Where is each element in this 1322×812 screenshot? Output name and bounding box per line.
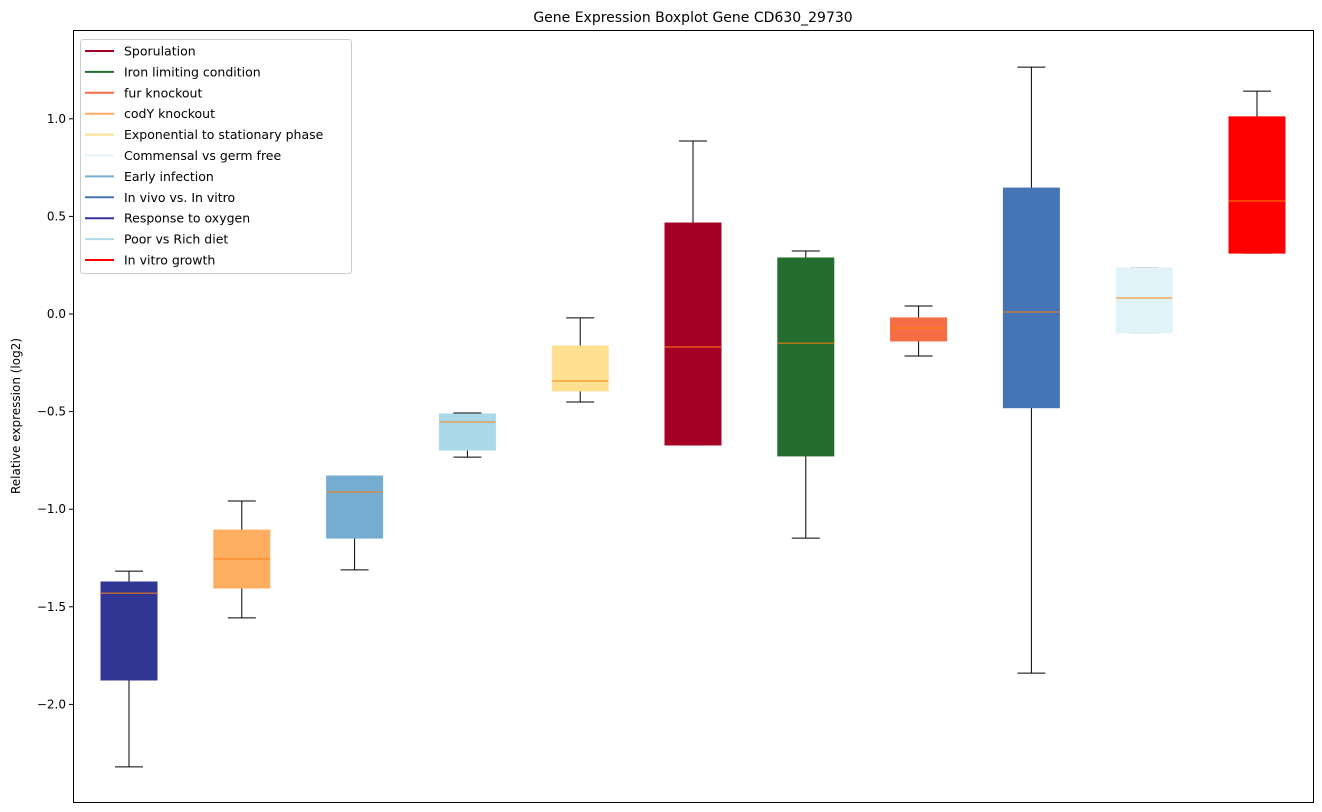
legend-item: codY knockout bbox=[85, 106, 215, 121]
legend-label: Early infection bbox=[124, 169, 214, 184]
y-tick-label: −2.0 bbox=[37, 697, 66, 711]
chart-title: Gene Expression Boxplot Gene CD630_29730 bbox=[533, 10, 852, 26]
legend-label: Poor vs Rich diet bbox=[124, 232, 228, 247]
legend-item: Poor vs Rich diet bbox=[85, 232, 228, 247]
boxes-layer bbox=[100, 66, 1286, 768]
box-body bbox=[664, 222, 722, 446]
box-body bbox=[438, 413, 496, 451]
legend-label: Commensal vs germ free bbox=[124, 148, 281, 163]
box-body bbox=[890, 317, 948, 342]
box-6 bbox=[664, 140, 722, 446]
y-axis-label: Relative expression (log2) bbox=[9, 338, 23, 494]
y-tick-label: −1.5 bbox=[37, 600, 66, 614]
legend-item: Early infection bbox=[85, 169, 214, 184]
legend-label: Sporulation bbox=[124, 44, 196, 59]
legend-item: Sporulation bbox=[85, 44, 196, 59]
box-5 bbox=[551, 317, 609, 403]
box-8 bbox=[890, 305, 948, 357]
y-tick-label: 0.5 bbox=[47, 209, 66, 223]
plot-frame bbox=[73, 30, 1314, 803]
box-9 bbox=[1002, 66, 1060, 674]
legend-item: Commensal vs germ free bbox=[85, 148, 281, 163]
y-tick-label: −0.5 bbox=[37, 405, 66, 419]
legend-frame bbox=[80, 39, 352, 274]
legend-item: Exponential to stationary phase bbox=[85, 127, 324, 142]
box-body bbox=[1115, 267, 1173, 334]
legend-label: In vitro growth bbox=[124, 253, 215, 268]
legend-item: Iron limiting condition bbox=[85, 64, 261, 79]
box-body bbox=[1228, 116, 1286, 254]
y-axis: 1.0 0.5 0.0 −0.5 −1.0 −1.5 −2.0 bbox=[37, 112, 73, 711]
box-3 bbox=[326, 475, 384, 571]
legend-item: Response to oxygen bbox=[85, 211, 250, 226]
legend-label: codY knockout bbox=[124, 106, 215, 121]
box-10 bbox=[1115, 267, 1173, 334]
box-1 bbox=[100, 570, 158, 768]
y-tick-label: −1.0 bbox=[37, 502, 66, 516]
box-2 bbox=[213, 500, 271, 619]
legend-item: fur knockout bbox=[85, 85, 202, 100]
box-body bbox=[551, 345, 609, 392]
legend-label: fur knockout bbox=[124, 85, 202, 100]
legend-item: In vivo vs. In vitro bbox=[85, 190, 235, 205]
box-11 bbox=[1228, 90, 1286, 254]
y-tick-label: 0.0 bbox=[47, 307, 66, 321]
box-7 bbox=[777, 250, 835, 539]
legend-label: Response to oxygen bbox=[124, 211, 250, 226]
legend-label: Iron limiting condition bbox=[124, 64, 261, 79]
box-body bbox=[777, 257, 835, 457]
legend: Sporulation Iron limiting condition fur kn… bbox=[80, 39, 352, 274]
box-body bbox=[326, 475, 384, 539]
box-4 bbox=[438, 412, 496, 458]
box-body bbox=[100, 581, 158, 681]
legend-label: In vivo vs. In vitro bbox=[124, 190, 235, 205]
box-body bbox=[1002, 187, 1060, 409]
legend-label: Exponential to stationary phase bbox=[124, 127, 324, 142]
legend-item: In vitro growth bbox=[85, 253, 215, 268]
y-tick-label: 1.0 bbox=[47, 112, 66, 126]
